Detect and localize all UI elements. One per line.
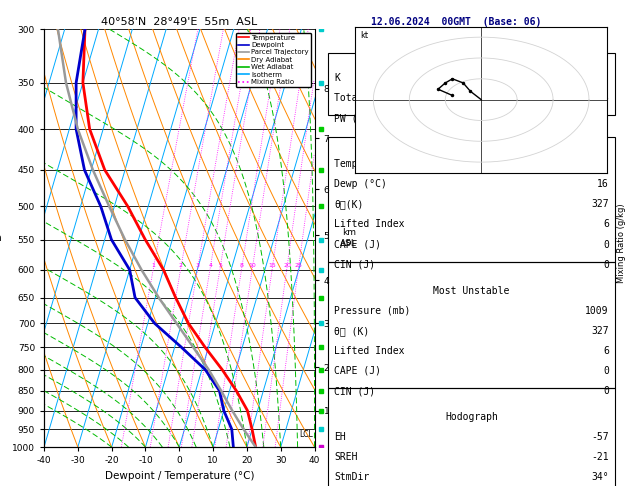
Text: 0: 0: [603, 386, 609, 396]
Text: Lifted Index: Lifted Index: [334, 220, 404, 229]
Text: Temp (°C): Temp (°C): [334, 159, 387, 169]
Text: 0: 0: [603, 366, 609, 376]
Bar: [328, 53, 615, 115]
Text: StmDir: StmDir: [334, 472, 369, 482]
Text: -57: -57: [591, 432, 609, 442]
Text: 2.29: 2.29: [586, 113, 609, 123]
Text: 10: 10: [248, 263, 256, 268]
Text: CIN (J): CIN (J): [334, 386, 375, 396]
Text: 15: 15: [269, 263, 276, 268]
Text: 2: 2: [179, 263, 183, 268]
Text: Totals Totals: Totals Totals: [334, 93, 411, 103]
Text: Hodograph: Hodograph: [445, 412, 498, 422]
Text: 6: 6: [603, 346, 609, 356]
Text: 20: 20: [283, 263, 291, 268]
Bar: [328, 137, 615, 262]
Bar: [328, 388, 615, 486]
Text: θᴄ(K): θᴄ(K): [334, 199, 364, 209]
Text: EH: EH: [334, 432, 346, 442]
Text: -21: -21: [591, 452, 609, 462]
Text: Lifted Index: Lifted Index: [334, 346, 404, 356]
Text: 18: 18: [597, 73, 609, 83]
X-axis label: Dewpoint / Temperature (°C): Dewpoint / Temperature (°C): [104, 471, 254, 481]
Title: 40°58'N  28°49'E  55m  ASL: 40°58'N 28°49'E 55m ASL: [101, 17, 257, 27]
Text: 12.06.2024  00GMT  (Base: 06): 12.06.2024 00GMT (Base: 06): [371, 17, 541, 27]
Text: θᴄ (K): θᴄ (K): [334, 326, 369, 336]
Text: K: K: [334, 73, 340, 83]
Text: 3: 3: [196, 263, 200, 268]
Text: LCL: LCL: [300, 430, 313, 438]
Text: CAPE (J): CAPE (J): [334, 240, 381, 250]
Text: 8: 8: [240, 263, 243, 268]
Text: 36: 36: [597, 93, 609, 103]
Text: 25: 25: [294, 263, 303, 268]
Text: 16: 16: [597, 179, 609, 190]
Text: Mixing Ratio (g/kg): Mixing Ratio (g/kg): [617, 203, 626, 283]
Text: kt: kt: [360, 31, 369, 40]
Text: 22.6: 22.6: [586, 159, 609, 169]
Text: SREH: SREH: [334, 452, 357, 462]
Text: 327: 327: [591, 326, 609, 336]
Text: 6: 6: [603, 220, 609, 229]
Y-axis label: hPa: hPa: [0, 233, 2, 243]
Text: 1009: 1009: [586, 306, 609, 316]
Legend: Temperature, Dewpoint, Parcel Trajectory, Dry Adiabat, Wet Adiabat, Isotherm, Mi: Temperature, Dewpoint, Parcel Trajectory…: [236, 33, 311, 87]
Text: Dewp (°C): Dewp (°C): [334, 179, 387, 190]
Text: CIN (J): CIN (J): [334, 260, 375, 270]
Text: 34°: 34°: [591, 472, 609, 482]
Text: 0: 0: [603, 240, 609, 250]
Text: 327: 327: [591, 199, 609, 209]
Text: CAPE (J): CAPE (J): [334, 366, 381, 376]
Text: Pressure (mb): Pressure (mb): [334, 306, 411, 316]
Text: 5: 5: [218, 263, 222, 268]
Text: 0: 0: [603, 260, 609, 270]
Text: Most Unstable: Most Unstable: [433, 286, 509, 295]
Text: Surface: Surface: [451, 139, 492, 149]
Text: 1: 1: [152, 263, 155, 268]
Bar: [328, 262, 615, 388]
Text: PW (cm): PW (cm): [334, 113, 375, 123]
Text: 4: 4: [208, 263, 212, 268]
Y-axis label: km
ASL: km ASL: [340, 228, 357, 248]
